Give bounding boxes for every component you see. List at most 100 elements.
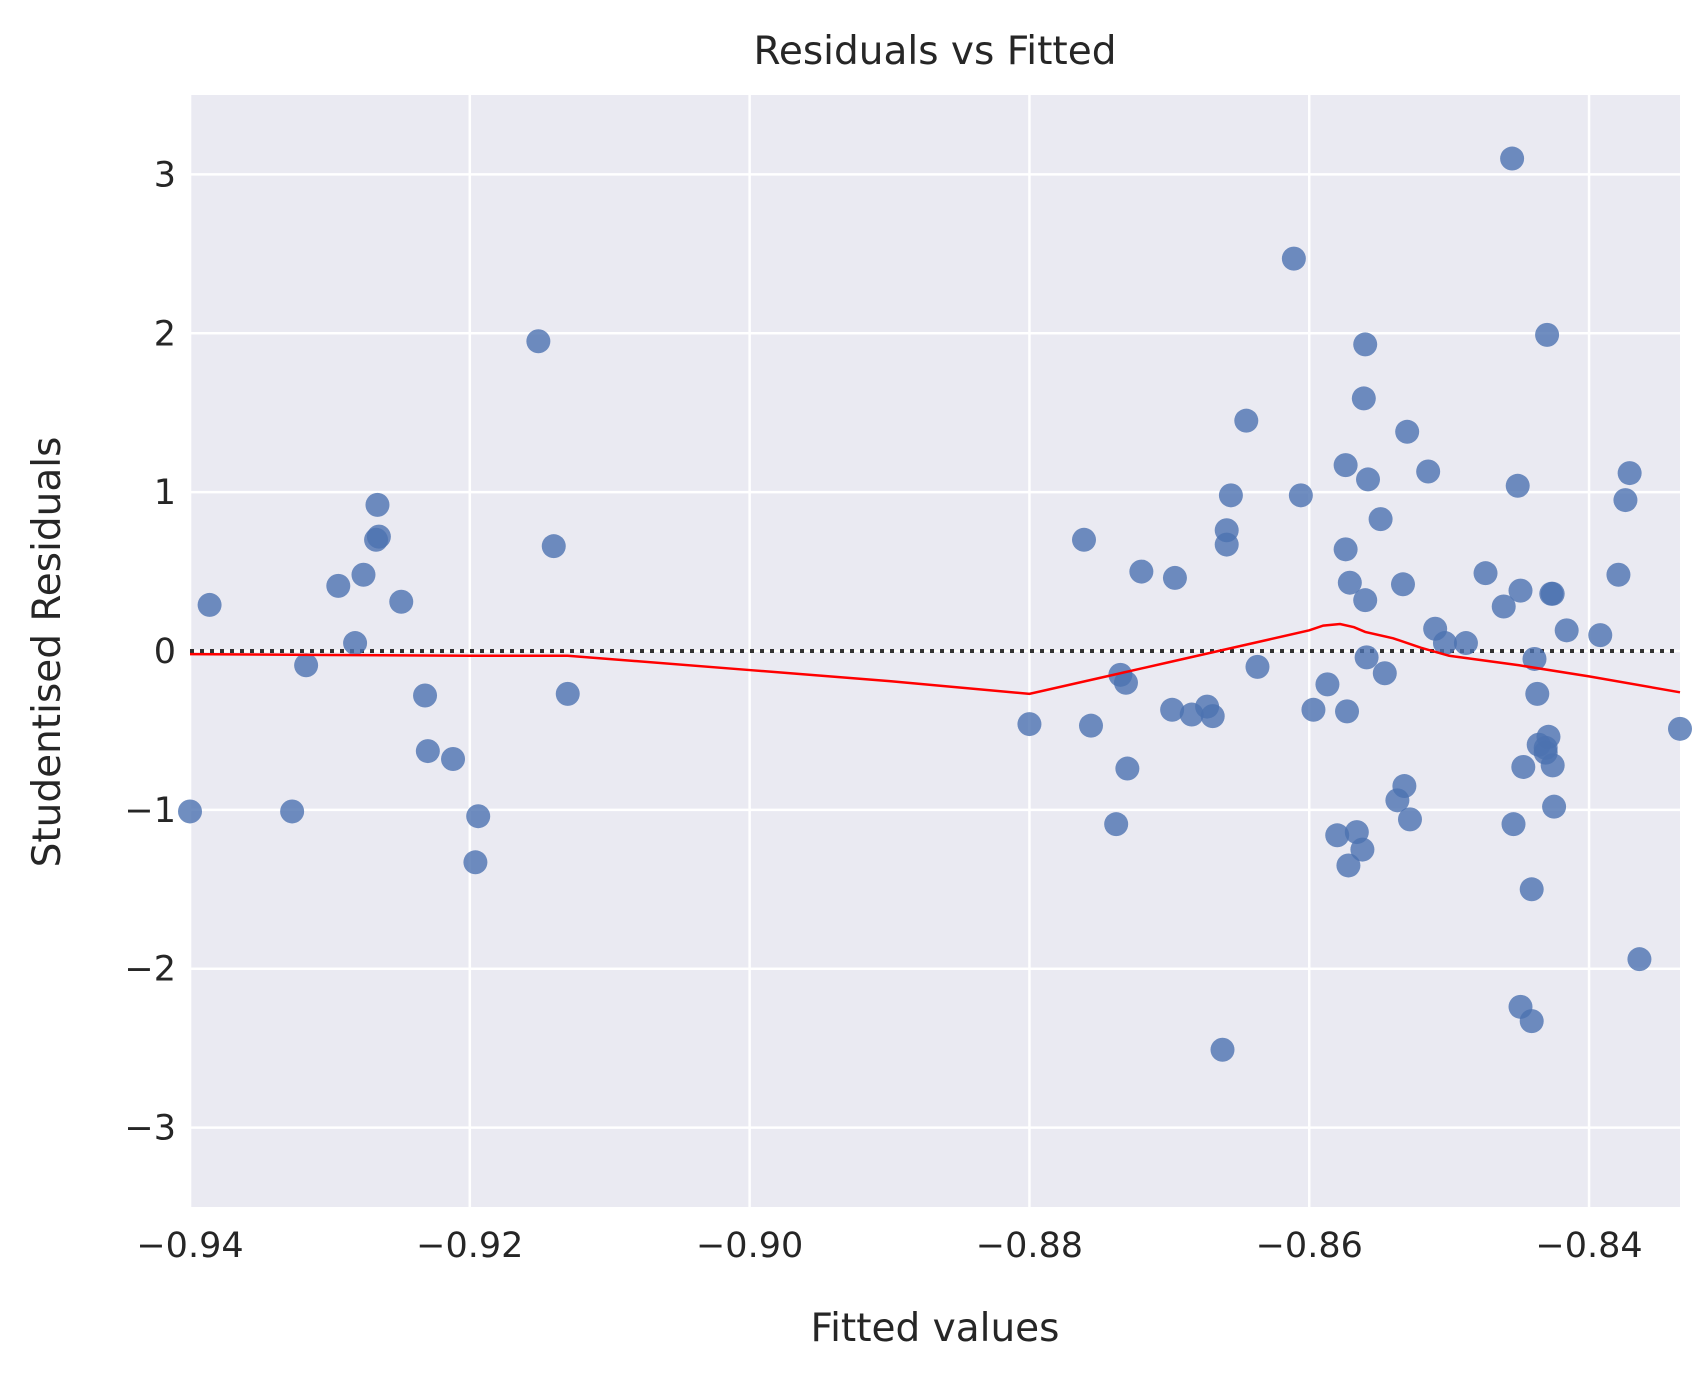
data-point [351,562,376,587]
data-point [1335,699,1360,724]
data-point [326,573,351,598]
data-point [1519,877,1544,902]
tick-labels: −0.94 −0.92 −0.90 −0.88 −0.86 −0.84 −3 −2 −1 0 1 2 3 [124,155,1642,1266]
data-point [1072,527,1096,552]
data-point [415,739,440,764]
data-point [1432,631,1457,656]
data-point [1395,419,1420,444]
y-tick-label: 1 [154,473,176,513]
data-point [1491,594,1516,619]
data-point [1668,716,1692,741]
data-point [1115,756,1140,781]
data-point [1245,654,1270,679]
data-point [1333,453,1358,478]
data-point [1416,459,1441,484]
data-point [1397,807,1422,832]
y-tick-label: −3 [124,1109,176,1149]
data-point [541,534,566,559]
data-point [1554,618,1579,643]
data-point [1511,754,1536,779]
data-point [197,592,222,617]
data-point [1519,1009,1544,1034]
data-point [1508,578,1533,603]
data-point [178,799,202,824]
data-point [1356,467,1381,492]
x-tick-label: −0.94 [136,1226,243,1266]
data-point [1113,670,1138,695]
data-point [1588,623,1613,648]
data-point [1200,704,1225,729]
data-point [1501,812,1526,837]
data-point [1354,645,1379,670]
data-point [365,492,390,517]
data-point [1353,588,1378,613]
data-point [1473,561,1498,586]
data-point [1542,794,1567,819]
data-point [1540,753,1565,778]
data-point [1540,581,1565,606]
chart-title: Residuals vs Fitted [754,29,1117,74]
x-tick-label: −0.90 [696,1226,803,1266]
data-point [366,524,391,549]
y-tick-label: 2 [154,314,176,354]
data-point [1617,461,1642,486]
data-point [1522,646,1547,671]
data-point [413,683,438,708]
data-point [1536,724,1561,749]
data-point [1234,408,1259,433]
data-point [1214,518,1239,543]
data-point [1390,572,1415,597]
data-point [1392,774,1417,799]
data-point [463,850,488,875]
data-point [526,329,551,354]
x-tick-label: −0.86 [1256,1226,1363,1266]
data-point [1078,713,1103,738]
data-point [343,631,368,656]
data-point [1017,712,1042,737]
data-point [1535,322,1560,347]
y-tick-label: −2 [124,950,176,990]
data-point [1627,947,1652,972]
x-axis-label: Fitted values [810,1306,1059,1351]
data-point [1315,672,1340,697]
y-axis-label: Studentised Residuals [25,437,70,868]
data-point [555,681,580,706]
data-point [1104,812,1129,837]
data-point [1453,631,1478,656]
data-point [389,589,414,614]
data-point [1333,537,1358,562]
data-point [1368,507,1393,532]
x-tick-label: −0.88 [976,1226,1083,1266]
data-point [1336,853,1361,878]
data-point [1525,681,1550,706]
data-point [280,799,305,824]
data-point [1351,386,1376,411]
data-point [1288,483,1313,508]
data-point [1129,559,1154,584]
data-point [1210,1037,1235,1062]
data-point [1500,146,1525,171]
data-points [178,146,1692,1062]
data-point [1218,483,1243,508]
data-point [1606,562,1631,587]
data-point [1372,661,1397,686]
data-point [441,747,466,772]
data-point [1350,837,1375,862]
data-point [1353,332,1378,357]
y-tick-label: 0 [154,632,176,672]
data-point [1160,697,1185,722]
lowess-smoother-line [189,622,1681,696]
data-point [1325,823,1350,848]
data-point [466,804,491,829]
data-point [1613,488,1638,513]
data-point [294,653,319,678]
data-point [1162,565,1187,590]
data-point [1301,697,1326,722]
data-point [1337,570,1362,595]
data-point [1505,473,1530,498]
data-point [1281,246,1306,271]
x-tick-label: −0.84 [1535,1226,1642,1266]
y-tick-label: 3 [154,155,176,195]
x-tick-label: −0.92 [416,1226,523,1266]
